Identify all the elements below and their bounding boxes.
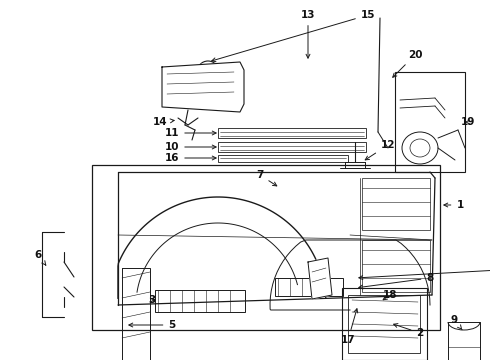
Text: 19: 19 — [461, 117, 475, 127]
Bar — [218, 128, 366, 138]
Bar — [155, 290, 245, 312]
Bar — [362, 240, 430, 292]
Text: 13: 13 — [301, 10, 315, 58]
Text: 10: 10 — [165, 142, 216, 152]
Text: 7: 7 — [256, 170, 277, 186]
Bar — [218, 155, 348, 162]
Text: 4: 4 — [359, 260, 490, 279]
Bar — [395, 72, 465, 172]
Polygon shape — [162, 62, 244, 112]
Text: 9: 9 — [450, 315, 462, 330]
Text: 15: 15 — [212, 10, 375, 62]
Text: 2: 2 — [393, 324, 424, 338]
Text: 14: 14 — [153, 117, 174, 127]
Text: 11: 11 — [165, 128, 216, 138]
Polygon shape — [308, 258, 332, 299]
Bar — [448, 322, 480, 360]
Bar — [218, 142, 366, 152]
Text: 5: 5 — [129, 320, 175, 330]
Text: 17: 17 — [341, 309, 358, 345]
Text: 16: 16 — [165, 153, 216, 163]
Bar — [122, 268, 150, 360]
Bar — [348, 295, 420, 353]
Text: 6: 6 — [34, 250, 46, 265]
Text: 1: 1 — [444, 200, 464, 210]
Bar — [275, 278, 343, 296]
Text: 12: 12 — [365, 140, 395, 160]
Text: 8: 8 — [359, 273, 434, 289]
Bar — [362, 178, 430, 230]
Text: 20: 20 — [392, 50, 422, 77]
Text: 18: 18 — [383, 290, 397, 300]
Bar — [92, 165, 440, 330]
Text: 3: 3 — [148, 295, 156, 305]
Bar — [342, 288, 427, 360]
